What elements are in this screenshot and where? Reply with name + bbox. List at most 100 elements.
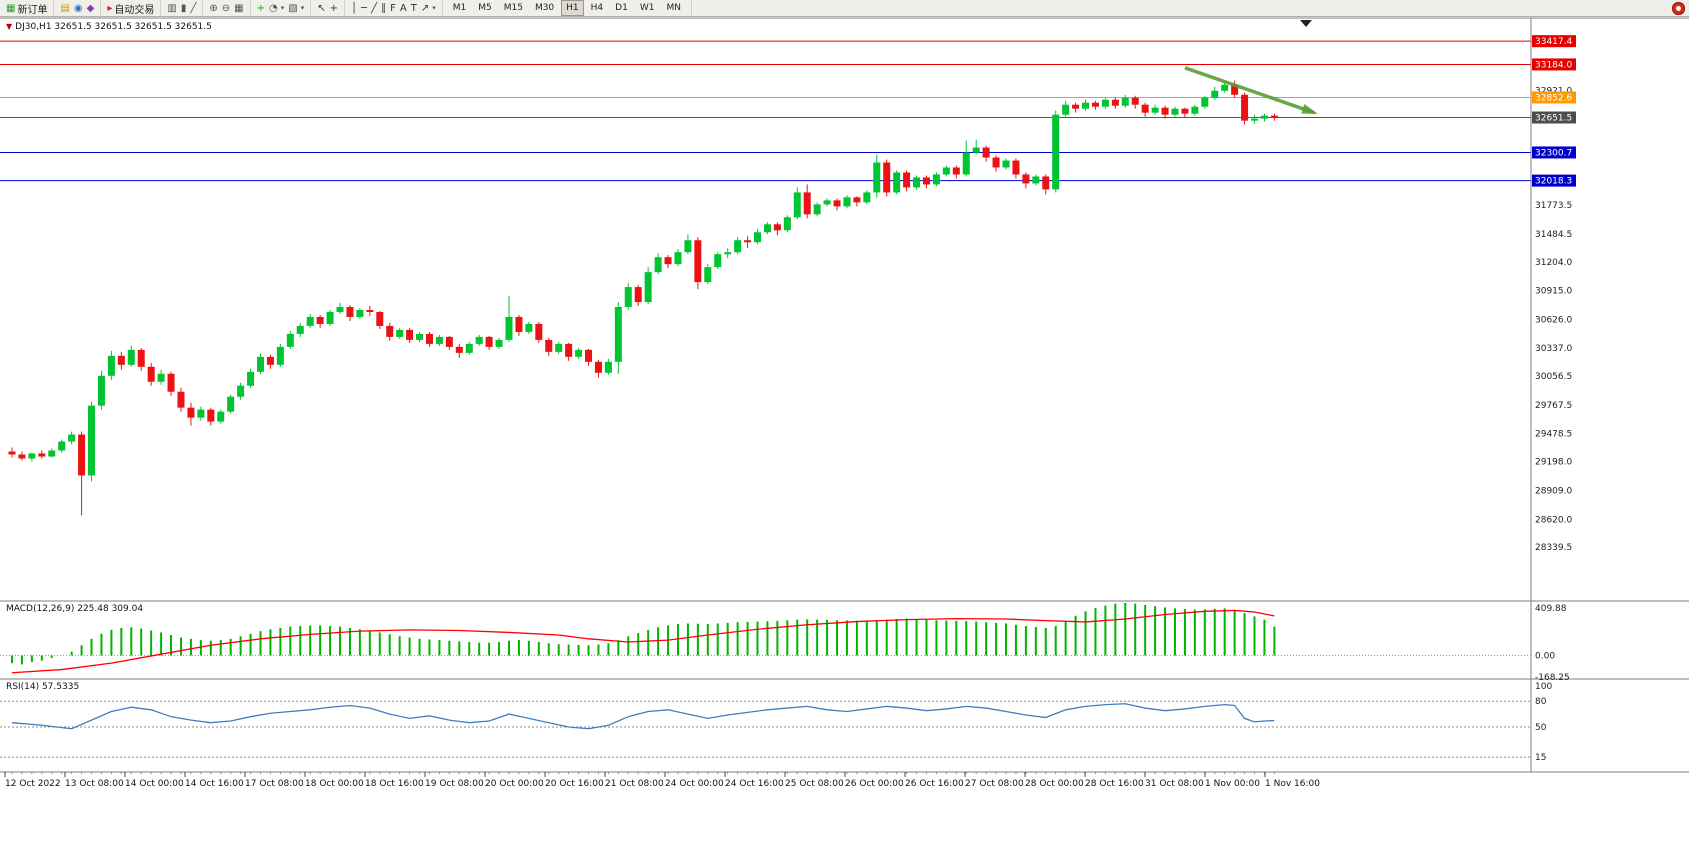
timeframe-MN[interactable]: MN xyxy=(666,3,681,13)
candle-body xyxy=(694,240,702,283)
label-icon[interactable]: T xyxy=(409,1,419,15)
candle-body xyxy=(425,333,433,344)
price-tick-label: 30626.0 xyxy=(1535,315,1572,325)
candle-body xyxy=(465,343,473,353)
cursor-icon[interactable]: ↖ xyxy=(315,1,327,15)
community-icon[interactable] xyxy=(1672,1,1685,15)
dropdown-caret-icon[interactable]: ▾ xyxy=(280,4,285,12)
candle-body xyxy=(266,356,274,365)
horizontal-line-icon[interactable]: ─ xyxy=(359,1,369,15)
trendline-icon: ╱ xyxy=(371,2,378,14)
timeframe-W1[interactable]: W1 xyxy=(639,3,655,13)
candle-body xyxy=(803,192,811,215)
chart-shift-marker-icon[interactable] xyxy=(1300,20,1312,27)
candle-body xyxy=(545,339,553,352)
time-label: 31 Oct 08:00 xyxy=(1145,779,1204,789)
time-label: 1 Nov 16:00 xyxy=(1265,779,1320,789)
candle-body xyxy=(157,373,165,382)
bar-chart-icon[interactable]: ▥ xyxy=(165,1,178,15)
dropdown-caret-icon[interactable]: ▾ xyxy=(300,4,305,12)
trend-arrow-line[interactable] xyxy=(1184,66,1315,115)
candle-body xyxy=(853,197,861,203)
price-tick-label: 28909.0 xyxy=(1535,486,1572,496)
line-chart-icon[interactable]: ╱ xyxy=(188,1,198,15)
indicators-icon[interactable]: + xyxy=(255,1,267,15)
time-label: 18 Oct 16:00 xyxy=(365,779,424,789)
text-icon: A xyxy=(399,2,407,14)
price-tick-label: 30056.5 xyxy=(1535,372,1572,382)
zoom-in-icon[interactable]: ⊕ xyxy=(207,1,219,15)
price-tick-label: 28339.5 xyxy=(1535,543,1572,553)
vertical-line-icon[interactable]: │ xyxy=(349,1,359,15)
time-label: 28 Oct 00:00 xyxy=(1025,779,1084,789)
toolbar-group: ▥ ▮ ╱ xyxy=(161,0,204,16)
candle-body xyxy=(754,232,761,243)
price-badge xyxy=(1532,146,1576,159)
quote-text: DJ30,H1 32651.5 32651.5 32651.5 32651.5 xyxy=(15,22,212,32)
dropdown-caret-icon[interactable]: ▾ xyxy=(432,4,436,12)
zoom-out-icon[interactable]: ⊖ xyxy=(220,1,232,15)
tile-windows-icon[interactable]: ▦ xyxy=(232,1,245,15)
charts-icon[interactable]: ▤ xyxy=(58,1,71,15)
timeframe-M5[interactable]: M5 xyxy=(478,3,492,13)
navigator-icon[interactable]: ◆ xyxy=(85,1,97,15)
time-label: 24 Oct 16:00 xyxy=(725,779,784,789)
time-label: 26 Oct 16:00 xyxy=(905,779,964,789)
timeframe-M30[interactable]: M30 xyxy=(534,3,555,13)
candle-body xyxy=(1091,102,1099,107)
candle-body xyxy=(416,333,424,340)
channel-icon[interactable]: ∥ xyxy=(379,1,388,15)
time-label: 27 Oct 08:00 xyxy=(965,779,1024,789)
price-badge-label: 32300.7 xyxy=(1535,148,1572,158)
candle-body xyxy=(952,167,960,175)
arrows-icon[interactable]: ↗ ▾ xyxy=(419,1,438,15)
new-order-button[interactable]: ▦ 新订单 xyxy=(4,1,49,16)
macd-axis-label: 409.88 xyxy=(1535,604,1567,614)
candle-body xyxy=(992,157,1000,168)
candle-body xyxy=(276,346,284,365)
candle-body xyxy=(664,257,672,265)
candle-body xyxy=(376,311,384,326)
price-badge-label: 32018.3 xyxy=(1535,177,1572,187)
candle-body xyxy=(117,355,125,365)
timeframe-H4[interactable]: H4 xyxy=(590,3,604,13)
candle-body xyxy=(515,316,523,332)
candle-body xyxy=(68,434,76,442)
candle-body xyxy=(833,200,841,207)
trendline-icon[interactable]: ╱ xyxy=(369,1,379,15)
price-badge xyxy=(1532,111,1576,124)
candle-body xyxy=(763,224,771,233)
timeframe-M1[interactable]: M1 xyxy=(452,3,467,13)
auto-trading-button[interactable]: ▸ 自动交易 xyxy=(105,1,156,16)
label-icon: T xyxy=(410,2,417,14)
fibonacci-icon[interactable]: F xyxy=(388,1,398,15)
timeframe-H1[interactable]: H1 xyxy=(561,0,584,16)
candle-body xyxy=(525,323,533,332)
candle-body xyxy=(1270,115,1278,118)
candle-body xyxy=(843,197,851,207)
candle-body xyxy=(634,287,642,303)
arrows-icon: ↗ xyxy=(420,2,430,14)
candle-body xyxy=(922,177,930,185)
periods-icon: ◔ xyxy=(269,2,278,14)
timeframe-D1[interactable]: D1 xyxy=(615,3,628,13)
timeframe-M15[interactable]: M15 xyxy=(503,3,523,13)
crosshair-icon[interactable]: + xyxy=(328,1,340,15)
candle-body xyxy=(386,325,394,337)
candle-body xyxy=(237,385,245,397)
candle-body xyxy=(107,355,115,376)
candle-body xyxy=(1042,176,1050,190)
candle-body xyxy=(704,267,712,283)
candlestick-icon[interactable]: ▮ xyxy=(179,1,189,15)
text-icon[interactable]: A xyxy=(398,1,409,15)
candle-body xyxy=(1141,104,1149,113)
auto-trading-button-label: 自动交易 xyxy=(114,4,155,16)
periods-icon[interactable]: ◔ ▾ xyxy=(267,1,286,15)
candle-body xyxy=(734,240,742,253)
price-tick-label: 29478.5 xyxy=(1535,430,1572,440)
market-watch-icon[interactable]: ◉ xyxy=(72,1,85,15)
templates-icon[interactable]: ▧ ▾ xyxy=(286,1,306,15)
fibonacci-icon: F xyxy=(390,2,396,14)
